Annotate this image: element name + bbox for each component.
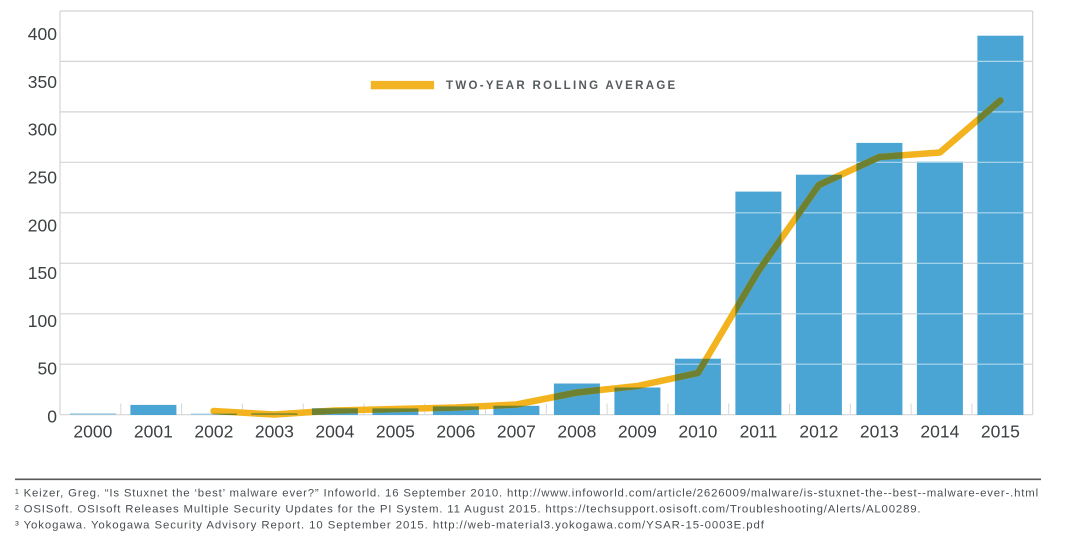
svg-text:100: 100 <box>28 311 57 331</box>
svg-text:2001: 2001 <box>134 421 173 441</box>
svg-text:2013: 2013 <box>860 421 899 441</box>
svg-text:2012: 2012 <box>799 421 838 441</box>
svg-text:2004: 2004 <box>315 421 354 441</box>
svg-text:0: 0 <box>47 407 57 427</box>
svg-text:350: 350 <box>28 72 57 92</box>
svg-text:200: 200 <box>28 215 57 235</box>
svg-text:2003: 2003 <box>255 421 294 441</box>
svg-text:¹ Keizer, Greg. “Is Stuxnet th: ¹ Keizer, Greg. “Is Stuxnet the ‘best’ m… <box>15 488 1039 500</box>
svg-text:TWO-YEAR ROLLING AVERAGE: TWO-YEAR ROLLING AVERAGE <box>446 80 678 92</box>
svg-text:2002: 2002 <box>194 421 233 441</box>
svg-text:2011: 2011 <box>740 421 778 441</box>
svg-text:² OSISoft. OSIsoft Releases Mu: ² OSISoft. OSIsoft Releases Multiple Sec… <box>15 503 921 515</box>
svg-text:2005: 2005 <box>376 421 415 441</box>
svg-text:2006: 2006 <box>436 421 475 441</box>
svg-text:2010: 2010 <box>678 421 717 441</box>
svg-text:150: 150 <box>28 263 57 283</box>
svg-text:2009: 2009 <box>618 421 657 441</box>
svg-text:2007: 2007 <box>497 421 536 441</box>
svg-text:2008: 2008 <box>557 421 596 441</box>
svg-text:50: 50 <box>38 359 58 379</box>
svg-text:2000: 2000 <box>73 421 112 441</box>
svg-text:250: 250 <box>28 168 57 188</box>
svg-text:2015: 2015 <box>981 421 1020 441</box>
svg-text:400: 400 <box>28 24 57 44</box>
svg-text:³ Yokogawa. Yokogawa Security: ³ Yokogawa. Yokogawa Security Advisory R… <box>15 520 765 532</box>
svg-text:2014: 2014 <box>920 421 959 441</box>
svg-text:300: 300 <box>28 120 57 140</box>
